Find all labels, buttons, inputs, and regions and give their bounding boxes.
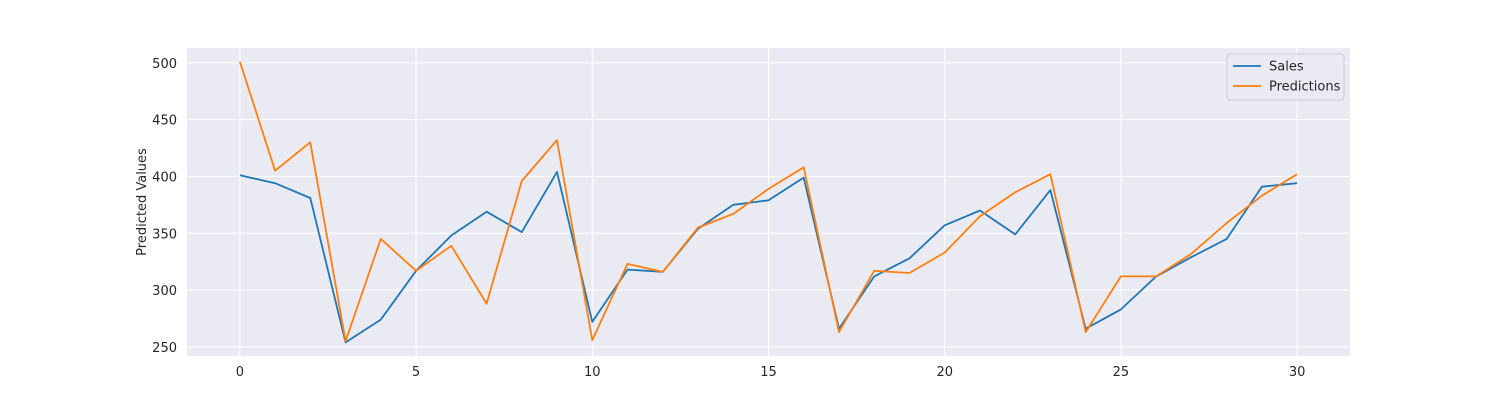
x-tick-label: 0 [236,365,244,380]
x-tick-label: 25 [1113,365,1130,380]
y-tick-labels: 250 300 350 400 450 500 [152,57,177,356]
y-axis-label: Predicted Values [135,148,150,256]
legend-label-predictions: Predictions [1269,80,1341,95]
x-tick-label: 20 [936,365,953,380]
y-tick-label: 450 [152,114,177,129]
y-tick-label: 250 [152,341,177,356]
y-tick-label: 350 [152,227,177,242]
series-line-predictions [239,61,1298,343]
x-tick-label: 10 [584,365,601,380]
legend-label-sales: Sales [1269,60,1304,75]
y-tick-label: 400 [152,170,177,185]
x-tick-label: 5 [412,365,420,380]
y-tick-label: 500 [152,57,177,72]
legend: Sales Predictions [1226,53,1345,101]
grid-lines [187,48,1350,356]
x-tick-labels: 0 5 10 15 20 25 30 [236,365,1306,380]
y-tick-label: 300 [152,284,177,299]
x-tick-label: 15 [760,365,777,380]
x-tick-label: 30 [1289,365,1306,380]
series-lines [239,61,1298,344]
